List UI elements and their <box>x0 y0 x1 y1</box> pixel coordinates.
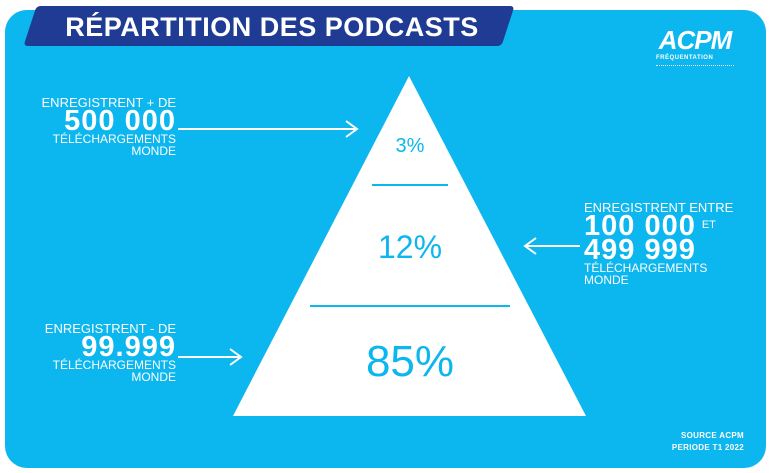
footer-period: PERIODE T1 2022 <box>671 443 744 452</box>
logo-main-text: ACPM <box>658 25 733 55</box>
label-bottom-line3: TÉLÉCHARGEMENTS <box>52 358 176 372</box>
label-right-conj: ET <box>701 219 716 231</box>
label-top-line4: MONDE <box>131 144 176 158</box>
label-top: ENREGISTRENT + DE 500 000 TÉLÉCHARGEMENT… <box>26 96 176 157</box>
page-title: RÉPARTITION DES PODCASTS <box>65 12 479 42</box>
acpm-logo: ACPM FRÉQUENTATION <box>652 26 738 68</box>
pyramid-shape <box>233 76 586 416</box>
label-top-line3: TÉLÉCHARGEMENTS <box>52 132 176 146</box>
arrow-right <box>523 237 580 255</box>
label-right-line1: ENREGISTRENT ENTRE <box>584 200 734 215</box>
label-top-number: 500 000 <box>64 105 176 137</box>
pyramid-bottom-percentage: 85% <box>365 337 455 386</box>
label-bottom-number: 99.999 <box>81 331 176 363</box>
label-right-number1: 100 000 <box>584 210 696 242</box>
pyramid-top-percentage: 3% <box>395 135 425 157</box>
pyramid-middle-percentage: 12% <box>377 229 443 265</box>
label-right-line5: MONDE <box>584 273 629 287</box>
logo-sub-text: FRÉQUENTATION <box>656 55 714 61</box>
label-bottom: ENREGISTRENT - DE 99.999 TÉLÉCHARGEMENTS… <box>26 322 176 383</box>
source-footer: SOURCE ACPM PERIODE T1 2022 <box>640 430 744 454</box>
label-right-number2: 499 999 <box>584 234 696 266</box>
label-bottom-line4: MONDE <box>131 370 176 384</box>
arrow-top <box>178 120 359 138</box>
label-right-line4: TÉLÉCHARGEMENTS <box>584 261 708 275</box>
label-right: ENREGISTRENT ENTRE 100 000 ET 499 999 TÉ… <box>584 201 754 286</box>
arrow-bottom <box>178 348 243 366</box>
footer-source: SOURCE ACPM <box>680 431 744 440</box>
logo-divider <box>656 65 734 68</box>
label-top-line1: ENREGISTRENT + DE <box>41 95 176 110</box>
label-bottom-line1: ENREGISTRENT - DE <box>44 321 176 336</box>
